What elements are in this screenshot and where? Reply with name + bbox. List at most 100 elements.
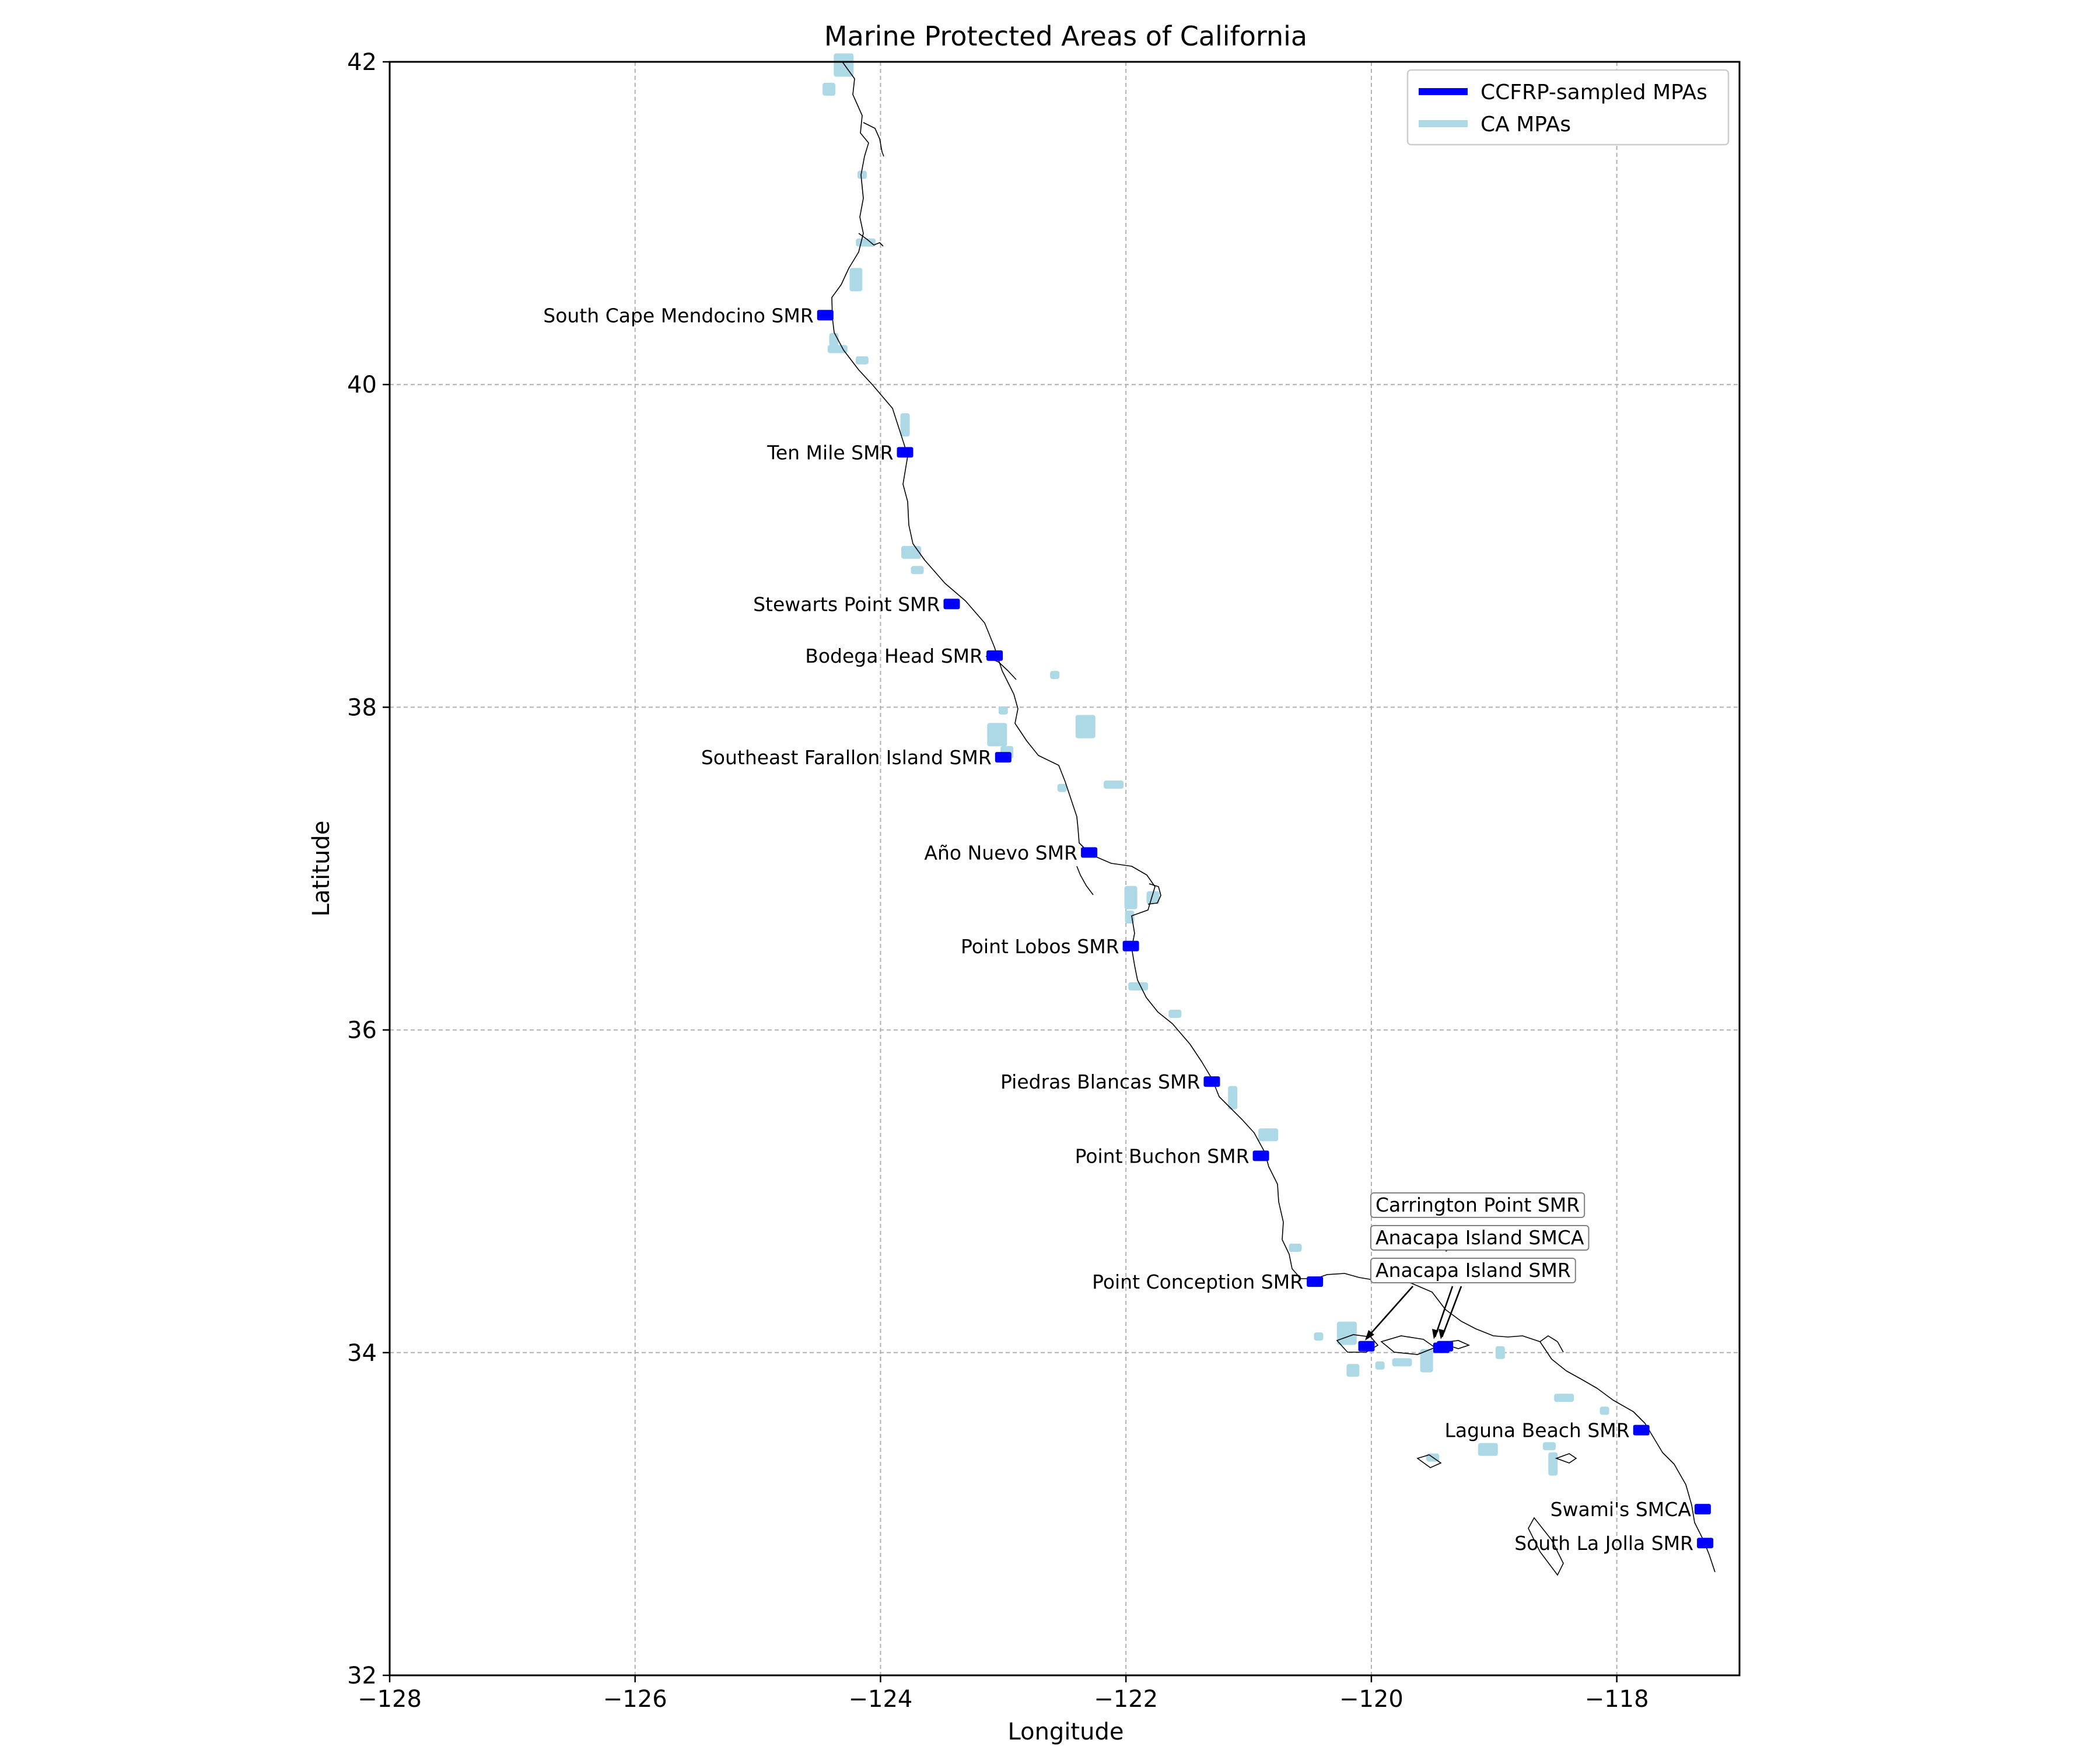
x-tick-label: −128 xyxy=(358,1686,422,1713)
mpa-label: South La Jolla SMR xyxy=(1514,1532,1693,1555)
callout-arrows xyxy=(1365,1242,1462,1340)
legend-label-ccfrp: CCFRP-sampled MPAs xyxy=(1480,80,1707,104)
ca-mpa-area xyxy=(1336,1321,1357,1345)
ccfrp-mpa-area xyxy=(1358,1340,1375,1352)
ccfrp-mpa-area xyxy=(1252,1150,1269,1161)
ca-mpa-area xyxy=(1478,1443,1498,1456)
chart-title: Marine Protected Areas of California xyxy=(824,20,1307,52)
x-axis-label: Longitude xyxy=(1008,1718,1124,1745)
ca-mpa-area xyxy=(1600,1406,1609,1415)
x-tick-label: −120 xyxy=(1339,1686,1404,1713)
axis-ticks: −128 −126 −124 −122 −120 −118 32 34 36 38 40 42 xyxy=(347,49,1648,1713)
mpa-label: Año Nuevo SMR xyxy=(924,841,1077,864)
mpa-label: South Cape Mendocino SMR xyxy=(543,304,813,327)
x-tick-label: −124 xyxy=(849,1686,913,1713)
callout-arrow-anacapa-smr xyxy=(1441,1286,1462,1338)
ccfrp-mpa-area xyxy=(1307,1276,1324,1287)
ca-mpa-area xyxy=(1258,1128,1279,1142)
ca-mpa-area xyxy=(900,413,910,437)
legend-box xyxy=(1406,69,1730,146)
ca-mpa-area xyxy=(1542,1442,1556,1451)
ccfrp-mpa-area xyxy=(943,598,960,610)
ca-mpa-area xyxy=(1104,780,1124,789)
ca-mpa-area xyxy=(856,238,876,247)
ca-mpa-area xyxy=(1495,1346,1505,1359)
ca-mpa-area xyxy=(1346,1364,1360,1377)
x-tick-label: −126 xyxy=(603,1686,667,1713)
callout-arrow-anacapa-smr-2 xyxy=(1434,1286,1454,1338)
arrowhead-icon xyxy=(1438,1329,1446,1339)
mpa-label: Southeast Farallon Island SMR xyxy=(701,746,992,769)
mpa-label: Bodega Head SMR xyxy=(805,645,983,667)
ccfrp-mpa-area xyxy=(995,752,1012,763)
ccfrp-mpa-area xyxy=(1122,940,1139,951)
ccfrp-mpa-area xyxy=(1633,1424,1650,1436)
ccfrp-mpa-layer xyxy=(817,310,1714,1549)
mpa-label: Stewarts Point SMR xyxy=(753,593,940,615)
ca-mpa-area xyxy=(1392,1358,1412,1367)
mpa-label: Piedras Blancas SMR xyxy=(1000,1070,1200,1093)
ca-mpa-area xyxy=(1124,886,1138,909)
plot-frame xyxy=(388,61,1741,1676)
ca-mpa-area xyxy=(911,566,924,575)
arrowhead-icon xyxy=(1365,1330,1374,1340)
ca-mpa-area xyxy=(1128,982,1149,991)
ccfrp-mpa-area xyxy=(986,650,1003,661)
mpa-callout-box xyxy=(1370,1192,1586,1218)
ca-mpa-area xyxy=(1420,1349,1433,1373)
mpa-label: Point Buchon SMR xyxy=(1075,1144,1250,1167)
ccfrp-mpa-area xyxy=(817,310,834,321)
ccfrp-mpa-area xyxy=(1694,1504,1711,1515)
mpa-callout-box xyxy=(1370,1258,1576,1283)
ca-mpa-area xyxy=(829,332,839,346)
ca-mpa-layer xyxy=(822,53,1609,1476)
ca-mpa-area xyxy=(1228,1086,1238,1110)
ca-mpa-area xyxy=(1554,1394,1574,1402)
mpa-callout-box xyxy=(1370,1225,1590,1251)
ccfrp-mpa-area xyxy=(1203,1076,1220,1087)
ca-mpa-area xyxy=(1075,715,1096,738)
legend: CCFRP-sampled MPAs CA MPAs xyxy=(1406,69,1730,146)
mpa-label: Swami's SMCA xyxy=(1550,1498,1692,1521)
ccfrp-mpa-area xyxy=(897,447,914,458)
y-tick-label: 36 xyxy=(347,1017,377,1044)
mpa-label: Laguna Beach SMR xyxy=(1445,1419,1630,1442)
mpa-callout-label: Anacapa Island SMCA xyxy=(1376,1226,1584,1249)
ca-mpa-area xyxy=(1057,783,1067,792)
ccfrp-mpa-area xyxy=(1081,847,1098,858)
ca-mpa-area xyxy=(857,170,867,179)
ccfrp-mpa-area xyxy=(1433,1342,1450,1353)
y-tick-label: 42 xyxy=(347,49,377,76)
ca-mpa-area xyxy=(1050,671,1060,680)
ca-mpa-area xyxy=(849,268,863,292)
ca-mpa-area xyxy=(822,83,836,96)
y-tick-label: 34 xyxy=(347,1340,377,1367)
ca-mpa-area xyxy=(827,345,848,354)
mpa-label: Point Lobos SMR xyxy=(961,935,1119,958)
mpa-label: Point Conception SMR xyxy=(1092,1270,1303,1293)
grid-lines xyxy=(390,62,1740,1675)
x-tick-label: −118 xyxy=(1585,1686,1649,1713)
mpa-label: Ten Mile SMR xyxy=(766,441,893,464)
ca-mpa-area xyxy=(1314,1332,1324,1341)
mpa-labels: South Cape Mendocino SMR Ten Mile SMR Stew… xyxy=(543,304,1693,1555)
y-tick-label: 38 xyxy=(347,694,377,721)
ca-mpa-area xyxy=(1548,1452,1558,1476)
y-axis-label: Latitude xyxy=(308,821,335,917)
ca-mpa-area xyxy=(1168,1009,1182,1018)
mpa-callout-label: Anacapa Island SMR xyxy=(1376,1259,1571,1282)
ca-mpa-area xyxy=(987,723,1007,747)
ca-mpa-area xyxy=(1289,1244,1302,1252)
ccfrp-mpa-area xyxy=(1697,1538,1714,1549)
x-tick-label: −122 xyxy=(1094,1686,1158,1713)
y-tick-label: 40 xyxy=(347,372,377,398)
y-tick-label: 32 xyxy=(347,1662,377,1689)
ca-mpa-area xyxy=(855,356,869,365)
mpa-callout-label: Carrington Point SMR xyxy=(1376,1194,1580,1216)
ca-mpa-area xyxy=(1146,891,1160,904)
ca-mpa-area xyxy=(1375,1361,1385,1370)
ca-mpa-area xyxy=(901,545,922,559)
arrowhead-icon xyxy=(1432,1329,1438,1339)
callout-arrow-carrington xyxy=(1366,1286,1413,1339)
